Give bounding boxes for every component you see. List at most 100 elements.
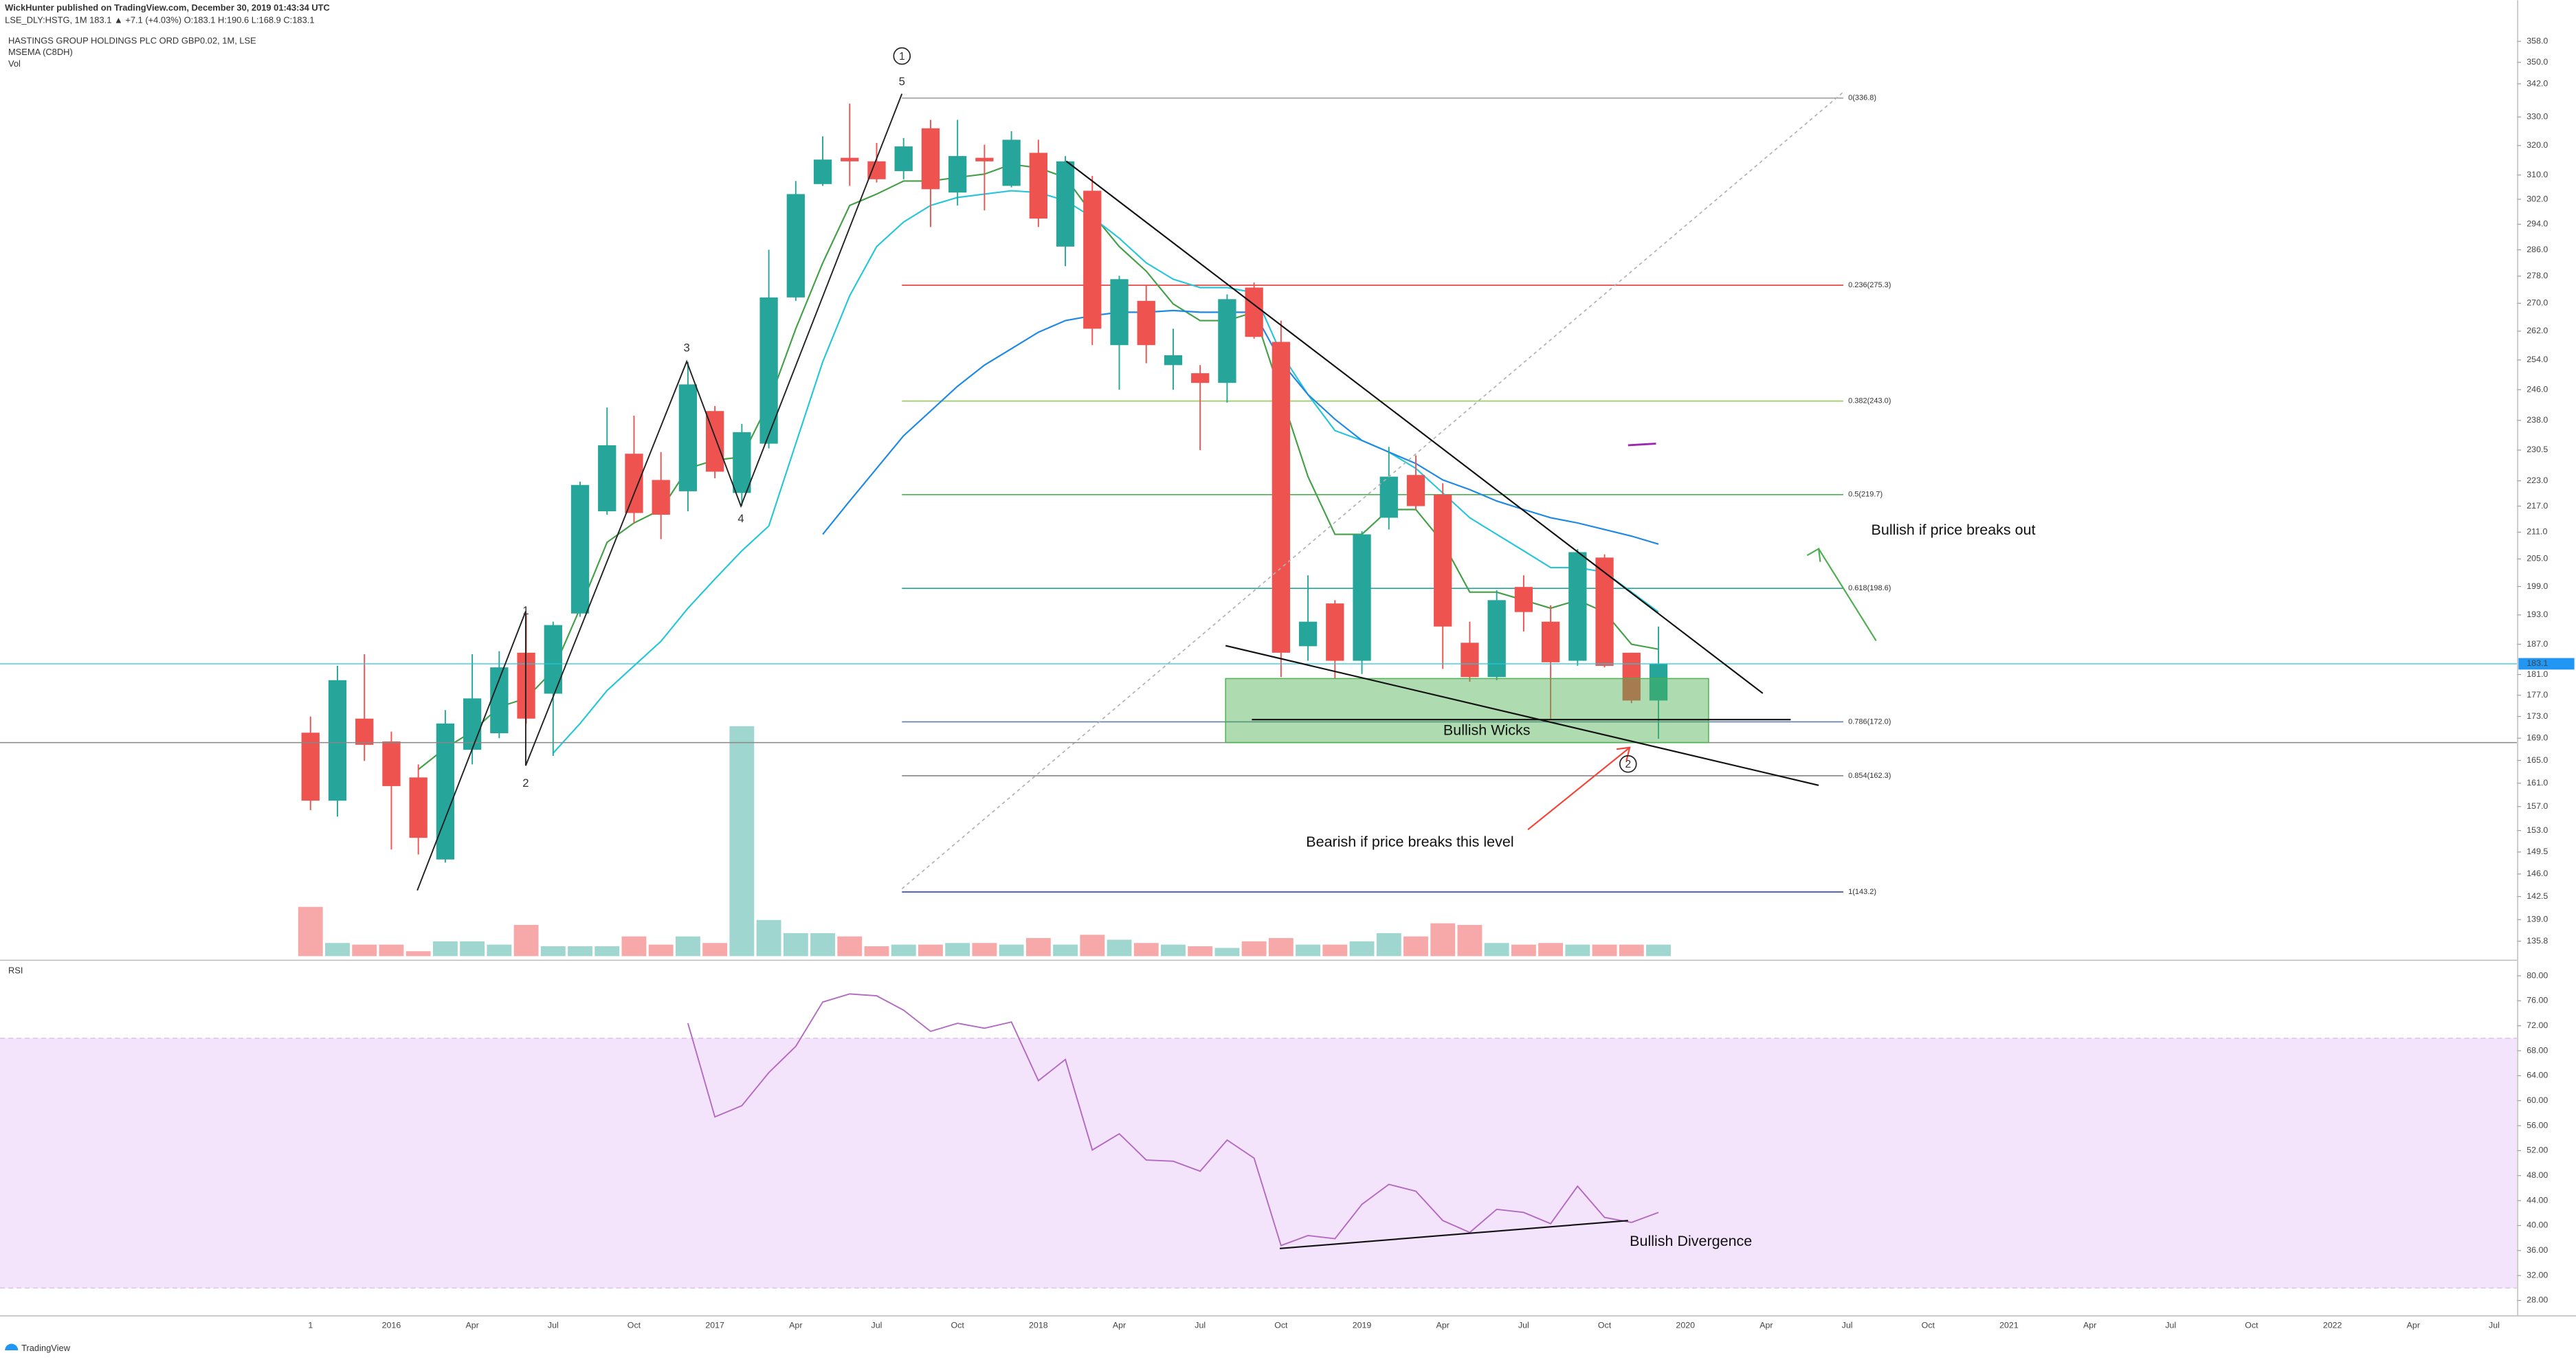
candle-body <box>1622 652 1641 701</box>
volume-bar <box>352 944 377 957</box>
y-tick-label: 142.5 <box>2527 891 2548 901</box>
y-tick-label: 262.0 <box>2527 326 2548 335</box>
x-tick-label: Apr <box>1113 1320 1126 1330</box>
x-tick-label: 2021 <box>1999 1320 2019 1330</box>
candle-body <box>382 741 401 786</box>
y-tick-label: 28.00 <box>2527 1295 2548 1305</box>
y-tick-label: 211.0 <box>2527 527 2547 537</box>
volume-bar <box>1592 944 1617 957</box>
volume-bar <box>621 936 647 957</box>
y-tick-label: 177.0 <box>2527 690 2548 700</box>
volume-bar <box>487 944 512 957</box>
x-tick-label: Jul <box>1842 1320 1853 1330</box>
volume-bar <box>1025 938 1051 957</box>
volume-bar <box>810 933 835 957</box>
candle-body <box>463 698 482 750</box>
wick-zone <box>1225 678 1709 744</box>
candle-body <box>1137 300 1155 346</box>
y-tick-label: 80.00 <box>2527 970 2548 980</box>
bullish-arrow <box>1806 547 1877 642</box>
volume-bar <box>891 944 916 957</box>
rsi-background <box>0 1038 2517 1288</box>
quote: LSE_DLY:HSTG, 1M 183.1 ▲ +7.1 (+4.03%) O… <box>5 15 314 25</box>
volume-bar <box>540 946 566 957</box>
y-tick-label: 169.0 <box>2527 733 2548 743</box>
y-tick-label: 238.0 <box>2527 415 2548 425</box>
y-tick-label: 205.0 <box>2527 554 2548 563</box>
y-tick-label: 230.5 <box>2527 445 2548 454</box>
y-tick-label: 153.0 <box>2527 825 2548 835</box>
y-tick-label: 36.00 <box>2527 1245 2548 1255</box>
volume-bar <box>729 726 755 957</box>
logo-mark <box>5 1343 19 1351</box>
y-tick-label: 302.0 <box>2527 194 2548 203</box>
arrow-shaft <box>1527 746 1630 831</box>
x-tick-label: Apr <box>1436 1320 1450 1330</box>
candle-body <box>409 777 428 838</box>
x-tick-label: Oct <box>628 1320 641 1330</box>
volume-bar <box>1619 944 1644 957</box>
volume-bar <box>1133 943 1159 957</box>
volume-bar <box>1268 938 1293 957</box>
volume-bar <box>783 933 808 957</box>
candle-body <box>1649 663 1668 701</box>
candle-body <box>355 718 374 745</box>
candle-body <box>1353 534 1371 661</box>
x-tick-label: 2020 <box>1676 1320 1695 1330</box>
wave-label: 3 <box>683 341 689 354</box>
x-tick-label: Oct <box>1922 1320 1935 1330</box>
candle-body <box>975 157 994 161</box>
wave-path <box>417 93 903 891</box>
indicator-label: MSEMA (C8DH) <box>8 47 73 57</box>
rsi-line <box>687 993 1659 1247</box>
wave-label: 5 <box>899 75 905 88</box>
annotation: Bullish if price breaks out <box>1872 522 2036 538</box>
candle-body <box>1218 299 1236 383</box>
x-tick-label: Jul <box>1195 1320 1206 1330</box>
x-tick-label: Apr <box>789 1320 802 1330</box>
volume-bar <box>325 943 350 957</box>
x-tick-label: Jul <box>1518 1320 1529 1330</box>
x-tick-label: Oct <box>2245 1320 2258 1330</box>
x-tick-label: Apr <box>1759 1320 1773 1330</box>
candle-body <box>544 625 562 694</box>
trendline <box>1225 645 1819 786</box>
fib-label: 1(143.2) <box>1848 888 1876 896</box>
candle-body <box>1541 621 1560 662</box>
x-tick-label: Jul <box>548 1320 559 1330</box>
volume-bar <box>595 946 620 957</box>
y-tick-label: 254.0 <box>2527 355 2548 364</box>
volume-bar <box>1188 946 1213 957</box>
volume-bar <box>298 906 323 957</box>
y-tick-label: 330.0 <box>2527 112 2548 122</box>
x-tick-label: 2018 <box>1029 1320 1048 1330</box>
candle-body <box>598 445 617 512</box>
candle-body <box>1298 621 1318 647</box>
divergence-line <box>1279 1220 1628 1249</box>
candle-body <box>948 156 967 193</box>
marker-segment <box>1628 443 1656 447</box>
candle-body <box>1002 139 1021 186</box>
volume-bar <box>1107 939 1132 957</box>
x-tick-label: 2016 <box>382 1320 401 1330</box>
y-tick-label: 139.0 <box>2527 914 2548 924</box>
candle-body <box>652 480 670 515</box>
fib-label: 0.382(243.0) <box>1848 397 1891 405</box>
candle-body <box>759 297 778 444</box>
y-tick-label: 64.00 <box>2527 1071 2548 1080</box>
candle-body <box>328 680 347 801</box>
volume-bar <box>1161 944 1186 957</box>
candle-body <box>1272 342 1291 653</box>
candle-body <box>1164 355 1183 366</box>
y-tick-label: 358.0 <box>2527 36 2548 46</box>
trendline <box>1065 160 1764 694</box>
arrow-head <box>1806 547 1821 562</box>
y-tick-label: 223.0 <box>2527 476 2548 485</box>
annotation: Bullish Divergence <box>1630 1233 1752 1249</box>
fib-diagonal <box>901 91 1844 890</box>
volume-bar <box>1403 936 1428 957</box>
volume-bar <box>568 946 592 957</box>
y-tick-label: 76.00 <box>2527 996 2548 1005</box>
candle-body <box>1056 161 1075 247</box>
y-tick-label: 320.0 <box>2527 140 2548 150</box>
